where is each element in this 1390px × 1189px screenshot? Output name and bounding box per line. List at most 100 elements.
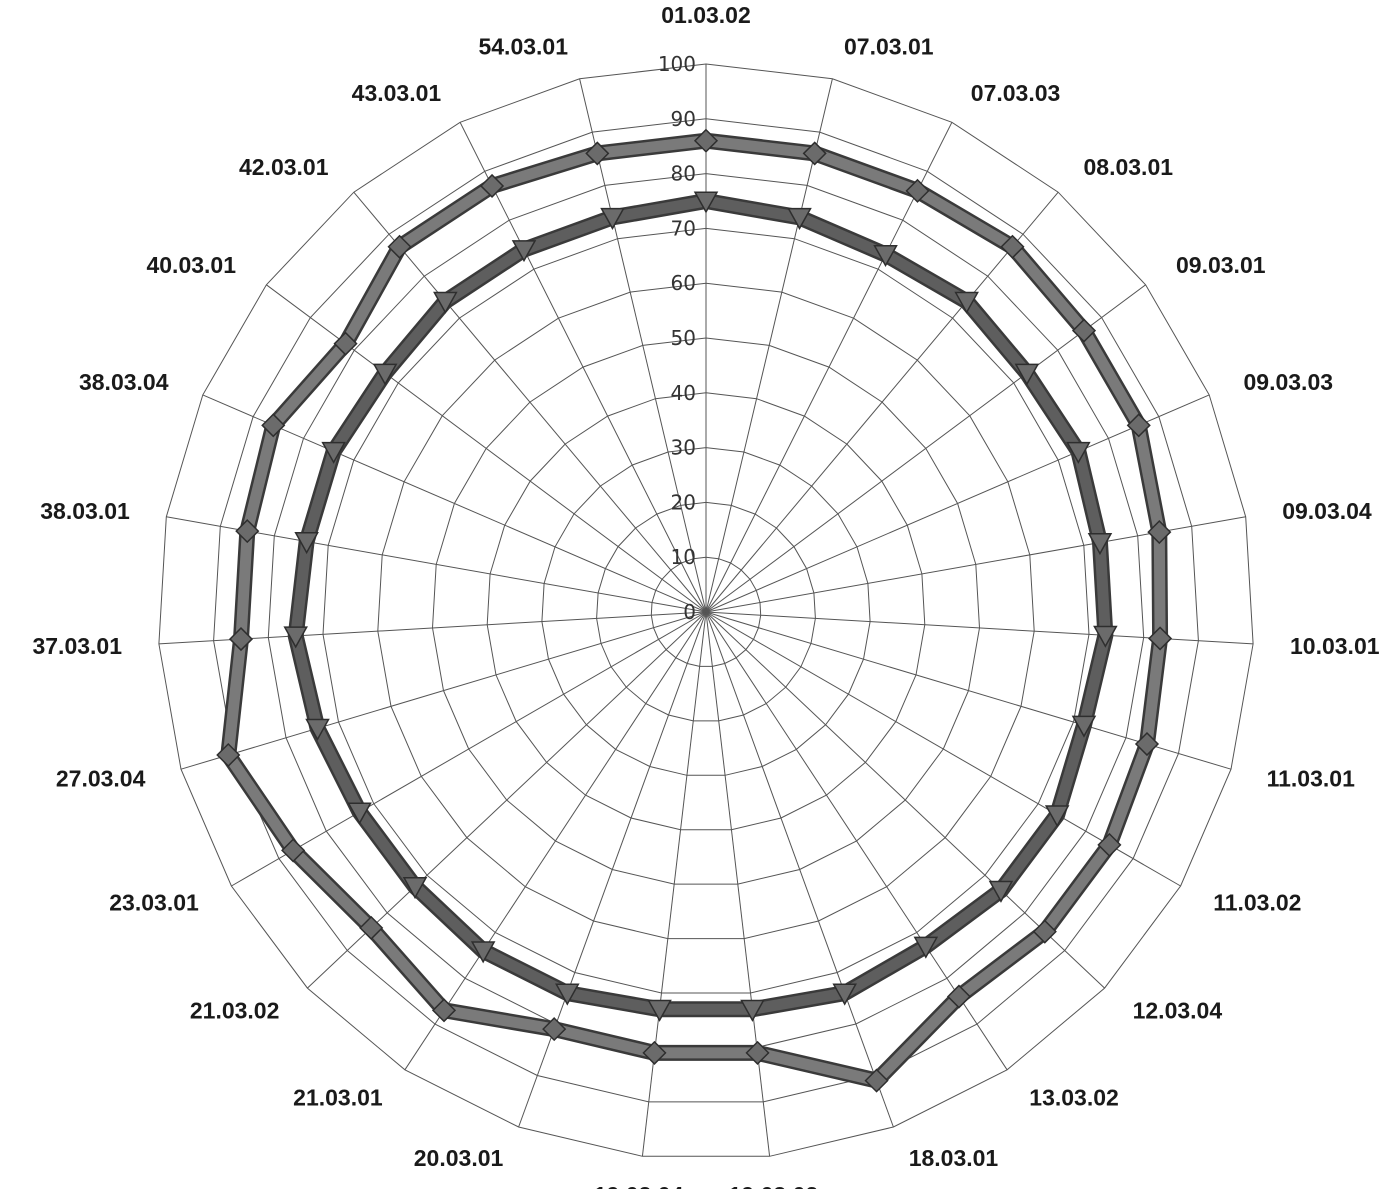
- series-1-point-42.03.01: [387, 234, 412, 259]
- spoke-19.03.04: [641, 611, 707, 1157]
- spoke-08.03.01: [705, 191, 1059, 613]
- series-2-point-09.03.03: [1066, 441, 1091, 464]
- series-1-point-38.03.04: [261, 413, 286, 438]
- category-label-43.03.01: 43.03.01: [352, 80, 442, 106]
- series-2-point-37.03.01: [283, 626, 308, 649]
- category-label-19.03.04: 19.03.04: [594, 1182, 684, 1189]
- series-1-point-11.03.02: [1097, 832, 1122, 857]
- spoke-54.03.01: [579, 78, 707, 613]
- series-2-point-20.03.01: [555, 983, 580, 1006]
- series-2-point-07.03.03: [873, 244, 898, 268]
- series-2-point-18.03.01: [832, 983, 857, 1006]
- series-2-point-01.03.02: [693, 191, 719, 214]
- series-1-point-21.03.02: [359, 915, 384, 940]
- series-1-point-21.03.01: [431, 998, 457, 1023]
- tick-label: 90: [671, 107, 696, 131]
- tick-label: 60: [671, 271, 696, 295]
- spoke-19.03.02: [705, 611, 771, 1157]
- series-2-point-19.03.04: [647, 999, 672, 1022]
- series-line-1: [222, 135, 1166, 1087]
- radar-series: [216, 128, 1173, 1093]
- spoke-21.03.01: [404, 611, 707, 1071]
- spoke-09.03.01: [705, 284, 1146, 613]
- grid-ring-40: [486, 392, 926, 831]
- category-label-21.03.01: 21.03.01: [293, 1084, 383, 1110]
- radar-grid: [158, 63, 1254, 1157]
- series-1-point-08.03.01: [1000, 234, 1025, 259]
- series-1-point-23.03.01: [281, 838, 306, 863]
- series-2-point-23.03.01: [347, 802, 372, 825]
- category-label-18.03.01: 18.03.01: [909, 1145, 999, 1171]
- spoke-09.03.03: [705, 394, 1210, 613]
- series-2-point-13.03.02: [913, 936, 939, 959]
- series-2-point-11.03.02: [1044, 805, 1070, 828]
- series-2-point-21.03.02: [402, 876, 428, 900]
- category-labels: 01.03.02 07.03.01 07.03.03 08.03.01 09.03.01…: [32, 2, 1379, 1189]
- series-1-point-27.03.04: [216, 742, 241, 768]
- grid-ring-90: [213, 118, 1199, 1103]
- grid-ring-70: [322, 227, 1090, 994]
- spoke-12.03.04: [705, 611, 1105, 989]
- series-1-point-12.03.04: [1032, 919, 1057, 944]
- series-2-point-11.03.01: [1071, 715, 1097, 738]
- radial-tick-labels: 0 10 20 30 40 50 60 70 80 90 100: [658, 52, 696, 624]
- series-1-point-11.03.01: [1134, 731, 1160, 757]
- category-label-09.03.03: 09.03.03: [1244, 369, 1334, 395]
- category-label-08.03.01: 08.03.01: [1084, 154, 1174, 180]
- series-1-point-10.03.01: [1148, 626, 1173, 651]
- series-1-point-01.03.02: [693, 128, 719, 153]
- category-label-07.03.01: 07.03.01: [844, 34, 934, 60]
- series-1-point-20.03.01: [542, 1017, 567, 1042]
- category-label-38.03.04: 38.03.04: [79, 369, 169, 395]
- spoke-11.03.02: [705, 611, 1181, 887]
- tick-label: 40: [671, 381, 696, 405]
- spoke-27.03.04: [180, 611, 707, 770]
- series-2-point-54.03.01: [600, 207, 625, 230]
- series-1-point-40.03.01: [333, 331, 358, 356]
- tick-label: 0: [683, 600, 696, 624]
- category-label-10.03.01: 10.03.01: [1290, 633, 1380, 659]
- category-label-21.03.02: 21.03.02: [190, 998, 280, 1024]
- series-2-point-10.03.01: [1093, 625, 1118, 648]
- series-1-point-19.03.04: [642, 1040, 667, 1065]
- spoke-42.03.01: [353, 191, 707, 613]
- series-line-2: [290, 195, 1111, 1015]
- series-1-point-38.03.01: [235, 519, 260, 544]
- series-1-point-43.03.01: [479, 173, 505, 199]
- series-1-point-19.03.02: [745, 1040, 770, 1065]
- tick-label: 50: [671, 326, 696, 350]
- series-2-point-07.03.01: [787, 207, 812, 230]
- tick-label: 70: [671, 216, 696, 240]
- series-2-point-08.03.01: [954, 291, 979, 314]
- spoke-18.03.01: [705, 611, 894, 1128]
- series-1-point-09.03.04: [1147, 520, 1172, 545]
- grid-ring-20: [596, 501, 816, 722]
- series-1-point-07.03.01: [802, 141, 827, 166]
- category-label-38.03.01: 38.03.01: [40, 498, 130, 524]
- series-2-point-19.03.02: [740, 999, 765, 1022]
- series-1-point-37.03.01: [228, 627, 254, 652]
- series-2-point-27.03.04: [305, 718, 330, 741]
- series-2-point-38.03.01: [294, 532, 319, 555]
- series-1-point-13.03.02: [946, 984, 972, 1009]
- category-label-27.03.04: 27.03.04: [56, 766, 146, 792]
- tick-label: 80: [671, 162, 696, 186]
- series-2-point-40.03.01: [372, 363, 398, 386]
- category-label-42.03.01: 42.03.01: [239, 154, 329, 180]
- category-label-54.03.01: 54.03.01: [478, 34, 568, 60]
- series-2-point-42.03.01: [433, 291, 458, 314]
- category-label-11.03.02: 11.03.02: [1213, 890, 1301, 916]
- category-label-19.03.02: 19.03.02: [729, 1182, 819, 1189]
- category-label-13.03.02: 13.03.02: [1029, 1084, 1119, 1110]
- series-2-point-38.03.04: [321, 441, 346, 464]
- series-1-point-07.03.03: [905, 178, 930, 203]
- series-1-point-18.03.01: [864, 1068, 889, 1093]
- category-label-07.03.03: 07.03.03: [971, 80, 1061, 106]
- spoke-20.03.01: [518, 611, 707, 1128]
- grid-ring-50: [431, 337, 981, 885]
- series-2-point-09.03.01: [1014, 363, 1040, 386]
- grid-ring-100: [158, 63, 1254, 1157]
- series-1-point-09.03.03: [1126, 413, 1151, 438]
- spoke-07.03.03: [705, 122, 953, 613]
